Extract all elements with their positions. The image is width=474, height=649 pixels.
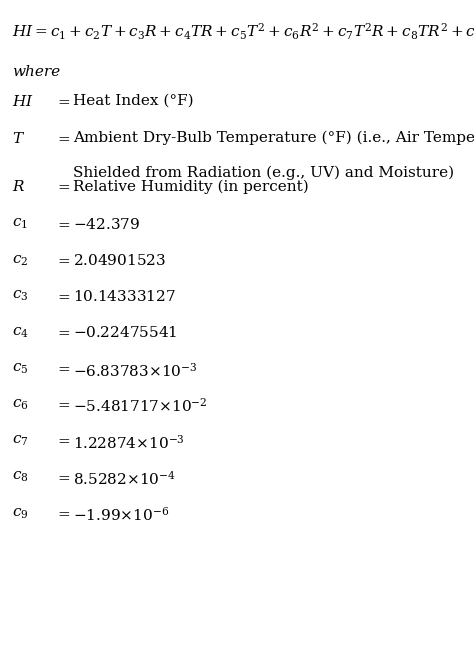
Text: $HI$: $HI$ (12, 94, 34, 109)
Text: $=$: $=$ (55, 217, 71, 231)
Text: $c_8$: $c_8$ (12, 470, 28, 484)
Text: $c_9$: $c_9$ (12, 506, 28, 520)
Text: $=$: $=$ (55, 253, 71, 267)
Text: $-0.22475541$: $-0.22475541$ (73, 325, 178, 340)
Text: $c_4$: $c_4$ (12, 325, 28, 339)
Text: Heat Index (°F): Heat Index (°F) (73, 94, 194, 108)
Text: $=$: $=$ (55, 397, 71, 411)
Text: where: where (12, 65, 60, 79)
Text: $=$: $=$ (55, 506, 71, 520)
Text: $-5.481717{\times}10^{-2}$: $-5.481717{\times}10^{-2}$ (73, 397, 208, 415)
Text: Ambient Dry-Bulb Temperature (°F) (i.e., Air Temperature: Ambient Dry-Bulb Temperature (°F) (i.e.,… (73, 131, 474, 145)
Text: $=$: $=$ (55, 361, 71, 376)
Text: $T$: $T$ (12, 131, 25, 146)
Text: $2.04901523$: $2.04901523$ (73, 253, 166, 268)
Text: $-6.83783{\times}10^{-3}$: $-6.83783{\times}10^{-3}$ (73, 361, 198, 380)
Text: $R$: $R$ (12, 179, 25, 194)
Text: $=$: $=$ (55, 325, 71, 339)
Text: $10.14333127$: $10.14333127$ (73, 289, 176, 304)
Text: $=$: $=$ (55, 94, 71, 108)
Text: $1.22874{\times}10^{-3}$: $1.22874{\times}10^{-3}$ (73, 434, 185, 452)
Text: $-42.379$: $-42.379$ (73, 217, 141, 232)
Text: $=$: $=$ (55, 289, 71, 303)
Text: $c_6$: $c_6$ (12, 397, 28, 411)
Text: $=$: $=$ (55, 179, 71, 193)
Text: $c_7$: $c_7$ (12, 434, 28, 448)
Text: $c_1$: $c_1$ (12, 217, 28, 231)
Text: $c_2$: $c_2$ (12, 253, 28, 267)
Text: $8.5282{\times}10^{-4}$: $8.5282{\times}10^{-4}$ (73, 470, 176, 488)
Text: Relative Humidity (in percent): Relative Humidity (in percent) (73, 179, 309, 193)
Text: Shielded from Radiation (e.g., UV) and Moisture): Shielded from Radiation (e.g., UV) and M… (73, 165, 455, 180)
Text: $HI=c_1+c_2T+c_3R+c_4TR+c_5T^2+c_6R^2+c_7T^2R+c_8TR^2+c_9T^2R^2$: $HI=c_1+c_2T+c_3R+c_4TR+c_5T^2+c_6R^2+c_… (12, 21, 474, 42)
Text: $=$: $=$ (55, 470, 71, 484)
Text: $=$: $=$ (55, 131, 71, 145)
Text: $-1.99{\times}10^{-6}$: $-1.99{\times}10^{-6}$ (73, 506, 170, 524)
Text: $c_5$: $c_5$ (12, 361, 28, 376)
Text: $=$: $=$ (55, 434, 71, 448)
Text: $c_3$: $c_3$ (12, 289, 28, 303)
